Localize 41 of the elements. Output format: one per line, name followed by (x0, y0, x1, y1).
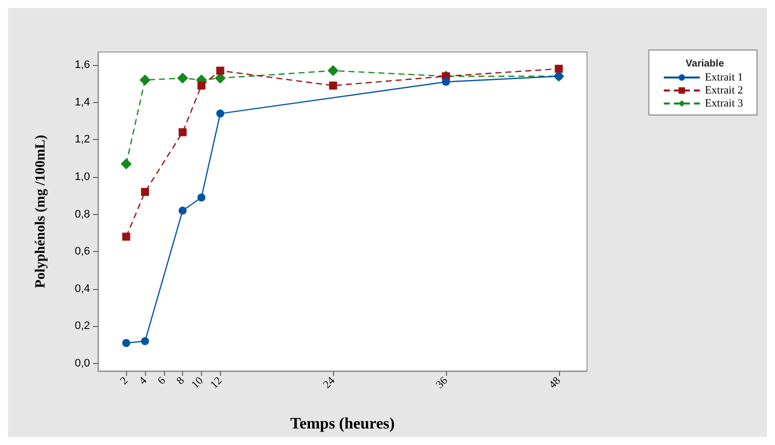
point (197, 194, 206, 202)
point (329, 82, 338, 90)
y-tick-label: 0,0 (74, 358, 90, 370)
point (122, 232, 130, 241)
y-tick-label: 0,6 (74, 246, 90, 258)
point (328, 65, 339, 76)
point (141, 188, 150, 196)
legend-title: Variable (686, 58, 724, 70)
point (197, 82, 206, 90)
y-tick-label: 0,4 (74, 282, 90, 295)
x-tick-label: 10 (189, 374, 206, 392)
legend-label: Extrait 2 (704, 84, 744, 96)
x-tick-label: 2 (118, 374, 130, 388)
point (140, 74, 151, 86)
point (122, 339, 130, 348)
point (216, 110, 224, 118)
legend-label: Extrait 3 (704, 98, 744, 110)
y-tick-label: 1,0 (74, 170, 90, 183)
point (442, 78, 450, 86)
y-tick-label: 1,4 (74, 96, 90, 108)
y-tick-label: 0,8 (74, 208, 90, 220)
x-tick-label: 12 (208, 374, 224, 392)
y-axis-title: Polyphénols (mg /100mL) (34, 134, 48, 288)
point (120, 158, 132, 170)
y-tick-label: 1,6 (74, 59, 90, 72)
x-tick-label: 36 (434, 374, 451, 392)
x-tick-label: 24 (321, 374, 338, 392)
point (178, 206, 187, 215)
point (216, 66, 224, 75)
x-tick-label: 6 (156, 374, 168, 388)
point (554, 64, 563, 73)
x-tick-label: 4 (136, 374, 150, 388)
x-axis-title: Temps (heures) (290, 416, 395, 432)
point (177, 72, 188, 84)
x-tick-label: 8 (174, 374, 188, 388)
x-tick-label: 48 (546, 374, 564, 392)
point (178, 128, 187, 136)
y-tick-label: 1,2 (74, 134, 90, 146)
y-tick-label: 0,2 (74, 320, 90, 332)
point (141, 337, 150, 346)
legend-label: Extrait 1 (704, 72, 744, 84)
